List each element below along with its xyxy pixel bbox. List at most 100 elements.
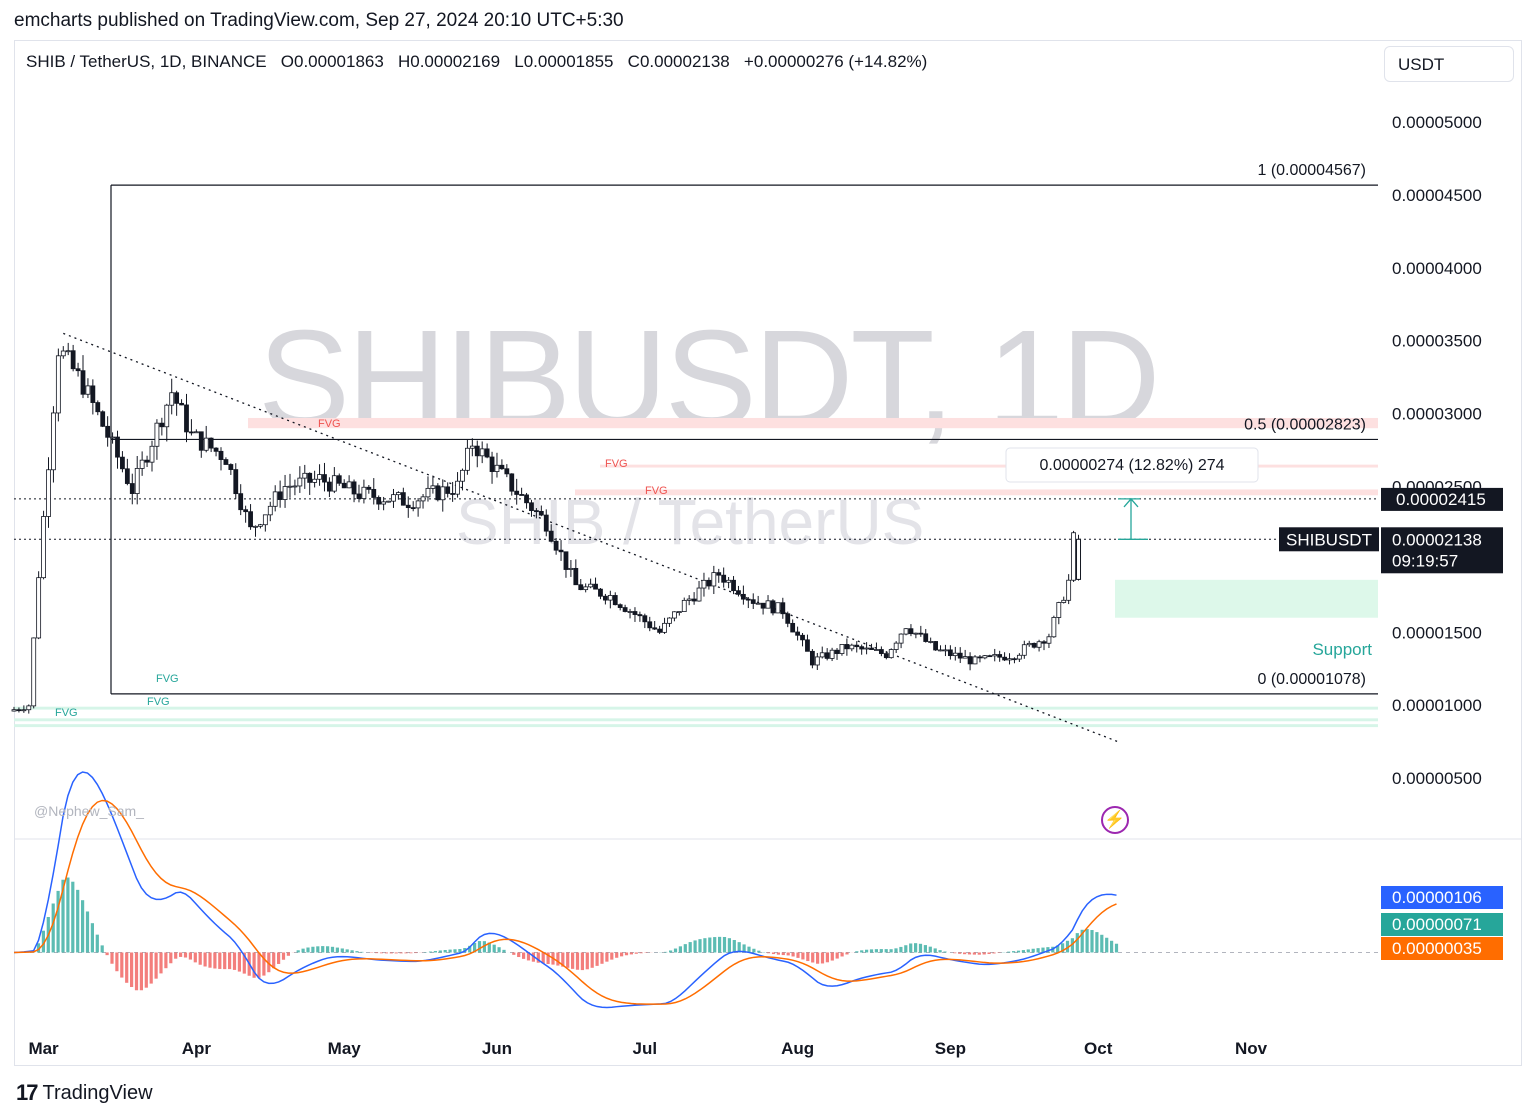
candle <box>179 399 184 406</box>
macd-histogram-bar <box>688 942 692 953</box>
candle-body <box>351 481 357 495</box>
macd-histogram-bar <box>66 877 70 953</box>
macd-histogram-bar <box>923 945 927 953</box>
measure-arrow-icon <box>1123 497 1139 508</box>
candle <box>790 619 796 633</box>
candle-body <box>662 622 667 633</box>
candle <box>356 484 362 503</box>
price-axis-tick: 0.00003000 <box>1392 405 1482 424</box>
macd-histogram-bar <box>1026 949 1030 953</box>
currency-selector[interactable]: USDT <box>1384 46 1514 82</box>
candle-body <box>800 634 805 641</box>
fvg-zone <box>248 417 1378 429</box>
macd-value-text: 0.00000035 <box>1392 939 1482 958</box>
candle <box>100 410 106 428</box>
candle-body <box>1051 617 1057 638</box>
candle <box>809 649 815 669</box>
price-badge <box>1381 527 1503 574</box>
macd-histogram-bar <box>51 903 55 953</box>
candle-body <box>307 472 313 483</box>
candle <box>455 472 460 498</box>
candle-body <box>898 633 904 644</box>
candle <box>755 595 761 605</box>
candle-body <box>598 588 603 597</box>
candle-body <box>814 656 820 666</box>
candle-body <box>287 485 293 488</box>
macd-histogram-bar <box>1065 940 1070 953</box>
macd-histogram-bar <box>737 942 741 953</box>
macd-histogram-bar <box>237 952 241 972</box>
macd-histogram-bar <box>830 952 834 961</box>
candle <box>134 456 140 505</box>
tradingview-logo[interactable]: 17 TradingView <box>16 1080 153 1106</box>
macd-histogram-bar <box>958 952 962 954</box>
candle <box>548 524 554 543</box>
candle <box>765 595 771 609</box>
candle <box>238 484 244 516</box>
macd-histogram-bar <box>747 946 751 953</box>
candle <box>243 505 249 523</box>
candle <box>213 447 219 457</box>
candle-body <box>420 496 426 502</box>
macd-value-badge <box>1381 937 1503 960</box>
macd-histogram-bar <box>825 952 829 963</box>
candle-body <box>95 402 101 413</box>
candle-body <box>164 404 170 428</box>
macd-histogram-bar <box>497 947 501 953</box>
candle <box>322 462 327 492</box>
macd-histogram-bar <box>678 946 682 953</box>
macd-histogram-bar <box>869 949 874 953</box>
macd-histogram-bar <box>144 952 148 988</box>
bolt-icon[interactable]: ⚡ <box>1101 806 1129 834</box>
macd-histogram-bar <box>522 952 526 959</box>
candle-body <box>455 480 460 495</box>
ohlc-legend: SHIB / TetherUS, 1D, BINANCE O0.00001863… <box>26 52 928 71</box>
candle <box>1061 596 1067 604</box>
macd-histogram-bar <box>566 952 570 968</box>
macd-histogram-bar <box>556 952 560 966</box>
candle-body <box>21 709 27 712</box>
macd-histogram-bar <box>571 952 575 969</box>
candle-body <box>972 656 978 665</box>
candle-body <box>154 422 160 447</box>
candle-body <box>755 602 761 605</box>
candle-body <box>938 649 943 652</box>
macd-histogram-bar <box>139 952 143 991</box>
candle-body <box>174 392 180 404</box>
candle-body <box>139 459 145 469</box>
macd-histogram-bar <box>384 952 388 954</box>
candle <box>366 484 372 494</box>
candle-body <box>484 448 490 458</box>
candle <box>681 597 687 613</box>
candle-body <box>736 590 741 595</box>
candle <box>583 583 589 593</box>
macd-histogram-bar <box>95 934 99 953</box>
candle <box>90 379 96 415</box>
candle-body <box>943 649 948 652</box>
fvg-label: FVG <box>645 485 668 497</box>
macd-histogram-bar <box>208 952 212 968</box>
candle <box>972 655 978 665</box>
macd-histogram-bar <box>389 952 393 954</box>
candle-body <box>179 402 184 406</box>
macd-histogram-bar <box>820 952 825 964</box>
macd-histogram-bar <box>629 952 633 955</box>
macd-histogram-bar <box>1031 948 1035 953</box>
candle <box>854 641 860 653</box>
candle-body <box>51 412 56 471</box>
candle-body <box>701 579 707 589</box>
macd-histogram-bar <box>938 950 942 953</box>
candle <box>874 642 879 651</box>
candle-body <box>824 652 830 659</box>
candle <box>361 479 367 504</box>
candle <box>262 514 268 532</box>
candle <box>1036 639 1042 652</box>
candle <box>277 480 283 508</box>
macd-histogram-bar <box>85 911 90 953</box>
macd-histogram-bar <box>41 930 45 953</box>
candle <box>1012 657 1017 664</box>
macd-histogram-bar <box>115 952 119 972</box>
macd-histogram-bar <box>967 952 972 955</box>
macd-histogram-bar <box>257 952 261 978</box>
